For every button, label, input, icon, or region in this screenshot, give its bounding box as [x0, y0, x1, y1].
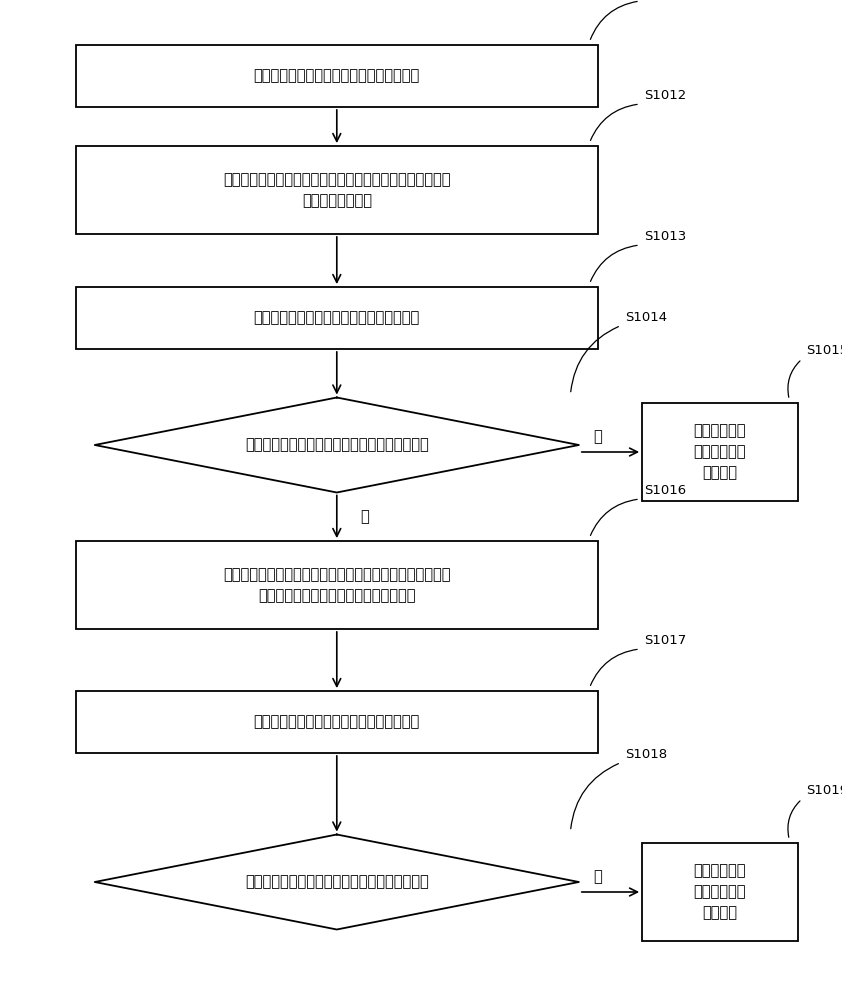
Text: 从所述无人驾驶车辆的预设的行驶路线中获取距离所述第一
转弯路口最近的需要转弯的第二转弯路口: 从所述无人驾驶车辆的预设的行驶路线中获取距离所述第一 转弯路口最近的需要转弯的第… [223, 567, 450, 603]
Text: S1019: S1019 [807, 784, 842, 798]
Text: S1012: S1012 [644, 89, 686, 102]
Text: S1015: S1015 [807, 344, 842, 357]
Text: 确定所述无人
驾驶车辆存在
变道需求: 确定所述无人 驾驶车辆存在 变道需求 [694, 424, 746, 481]
Bar [76, 541, 598, 629]
Text: 否: 否 [594, 430, 602, 444]
Text: 是: 是 [360, 509, 369, 524]
Text: S1013: S1013 [644, 230, 686, 243]
Text: S1014: S1014 [625, 311, 668, 324]
Text: 否: 否 [594, 869, 602, 884]
Text: 获取所述无人驾驶车辆当前行驶的行驶车道: 获取所述无人驾驶车辆当前行驶的行驶车道 [253, 68, 420, 84]
Polygon shape [95, 397, 579, 492]
Bar [76, 45, 598, 107]
Bar [642, 403, 798, 501]
Text: 获取所述第一转弯路口对应的第一转弯车道: 获取所述第一转弯路口对应的第一转弯车道 [253, 310, 420, 326]
Bar [76, 287, 598, 349]
Text: S1017: S1017 [644, 634, 686, 648]
Text: S1018: S1018 [625, 748, 668, 761]
Text: S1016: S1016 [644, 485, 686, 497]
Text: 确定所述无人
驾驶车辆存在
变道需求: 确定所述无人 驾驶车辆存在 变道需求 [694, 863, 746, 920]
Bar [642, 843, 798, 941]
Bar [76, 146, 598, 234]
Text: 从所述无人驾驶车辆的预设的行驶路线中获取最近的需要转
弯的第一转弯路口: 从所述无人驾驶车辆的预设的行驶路线中获取最近的需要转 弯的第一转弯路口 [223, 172, 450, 208]
Bar [76, 691, 598, 753]
Polygon shape [95, 834, 579, 930]
Text: 获取所述第二转弯路口对应的第二转弯车道: 获取所述第二转弯路口对应的第二转弯车道 [253, 714, 420, 730]
Text: 判断所述第二转弯车道是否与所述行驶车道相同: 判断所述第二转弯车道是否与所述行驶车道相同 [245, 874, 429, 890]
Text: 判断所述第一转弯车道是否与所述行驶车道相同: 判断所述第一转弯车道是否与所述行驶车道相同 [245, 438, 429, 452]
